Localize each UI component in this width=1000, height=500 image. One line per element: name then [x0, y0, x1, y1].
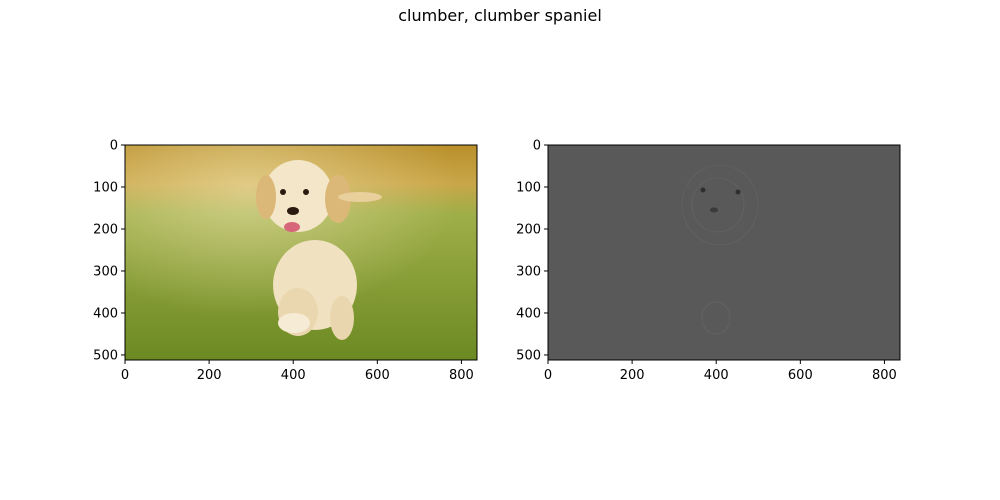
saliency-nose — [710, 207, 718, 213]
original-image-xtick-label: 400 — [281, 368, 306, 383]
saliency-panel: 0 200 400 600 800 0 100 200 300 400 500 — [516, 139, 901, 384]
original-image-xtick-label: 0 — [121, 368, 129, 383]
saliency-eye-right — [735, 189, 741, 195]
original-image-xtick-label: 200 — [197, 368, 222, 383]
figure-title: clumber, clumber spaniel — [398, 6, 602, 25]
original-image-ytick-label: 400 — [93, 306, 118, 321]
saliency-map-xtick-label: 400 — [704, 368, 729, 383]
saliency-background — [548, 145, 900, 360]
puppy-figure — [256, 160, 382, 340]
saliency-map-ytick-label: 0 — [533, 139, 541, 154]
photo-axes-frame — [124, 144, 478, 361]
saliency-map-xtick-label: 600 — [788, 368, 813, 383]
original-image-ytick-label: 0 — [110, 139, 118, 154]
saliency-axis-ticks: 0 200 400 600 800 0 100 200 300 400 500 — [516, 139, 897, 384]
original-image-ytick-label: 200 — [93, 222, 118, 237]
saliency-eye-left — [700, 187, 706, 193]
saliency-map-xtick-label: 800 — [872, 368, 897, 383]
original-image-ytick-label: 300 — [93, 264, 118, 279]
original-image-xtick-label: 600 — [365, 368, 390, 383]
photo-panel: 0 200 400 600 800 0 100 200 300 400 500 — [93, 139, 478, 384]
photo-axis-ticks: 0 200 400 600 800 0 100 200 300 400 500 — [93, 139, 474, 384]
saliency-outline — [681, 164, 759, 335]
original-image-xtick-label: 800 — [449, 368, 474, 383]
saliency-axes-frame — [547, 144, 901, 361]
saliency-map-xtick-label: 200 — [620, 368, 645, 383]
saliency-map-ytick-label: 100 — [516, 180, 541, 195]
original-image-ytick-label: 500 — [93, 348, 118, 363]
saliency-map-ytick-label: 200 — [516, 222, 541, 237]
saliency-map-ytick-label: 500 — [516, 348, 541, 363]
original-image-ytick-label: 100 — [93, 180, 118, 195]
saliency-map-xtick-label: 0 — [544, 368, 552, 383]
saliency-map-ytick-label: 400 — [516, 306, 541, 321]
saliency-map-ytick-label: 300 — [516, 264, 541, 279]
